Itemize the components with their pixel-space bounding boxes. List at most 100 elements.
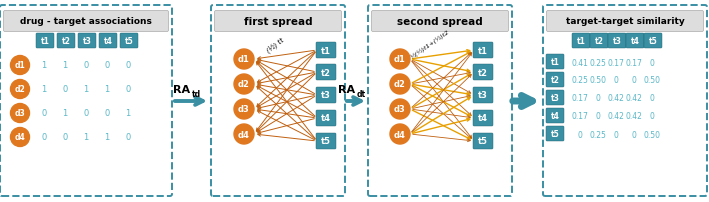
Text: d1: d1	[394, 55, 406, 64]
Text: 0.42: 0.42	[625, 94, 642, 103]
FancyBboxPatch shape	[590, 34, 608, 49]
Text: 0: 0	[596, 94, 601, 103]
Circle shape	[234, 100, 254, 119]
Text: RA: RA	[338, 85, 355, 95]
Text: (½) tt: (½) tt	[266, 37, 286, 55]
Text: 0.17: 0.17	[608, 58, 625, 67]
Text: 0: 0	[649, 58, 654, 67]
Circle shape	[234, 50, 254, 70]
Text: t4: t4	[630, 37, 640, 46]
Text: t2: t2	[478, 68, 488, 77]
FancyBboxPatch shape	[78, 34, 96, 49]
FancyBboxPatch shape	[572, 34, 590, 49]
Text: target-target similarity: target-target similarity	[566, 17, 684, 26]
Text: d2: d2	[15, 85, 26, 94]
Text: 0.17: 0.17	[625, 58, 642, 67]
Text: 0: 0	[649, 112, 654, 121]
Text: t2: t2	[595, 37, 603, 46]
FancyBboxPatch shape	[546, 90, 564, 105]
Text: 0.42: 0.42	[608, 112, 625, 121]
FancyBboxPatch shape	[4, 12, 169, 32]
Text: 0.42: 0.42	[625, 112, 642, 121]
Text: d4: d4	[394, 130, 406, 139]
Text: t5: t5	[321, 137, 331, 146]
Text: t1: t1	[321, 46, 331, 55]
Text: 0.25: 0.25	[590, 130, 606, 139]
Text: 0.50: 0.50	[644, 130, 661, 139]
Text: t1: t1	[478, 46, 488, 55]
Text: t2: t2	[62, 37, 70, 46]
FancyBboxPatch shape	[372, 12, 508, 32]
Text: 0: 0	[62, 133, 67, 142]
Text: 0.25: 0.25	[590, 58, 606, 67]
Text: t4: t4	[321, 114, 331, 123]
Text: d1: d1	[238, 55, 250, 64]
Text: 0.42: 0.42	[608, 94, 625, 103]
FancyBboxPatch shape	[644, 34, 662, 49]
FancyBboxPatch shape	[316, 43, 336, 59]
Text: d2: d2	[394, 80, 406, 89]
Text: t1: t1	[40, 37, 50, 46]
Text: d1: d1	[15, 61, 26, 70]
FancyBboxPatch shape	[36, 34, 54, 49]
FancyBboxPatch shape	[546, 108, 564, 123]
Text: 0: 0	[41, 133, 47, 142]
FancyBboxPatch shape	[608, 34, 626, 49]
FancyBboxPatch shape	[316, 87, 336, 103]
Circle shape	[234, 124, 254, 144]
Text: t1: t1	[576, 37, 586, 46]
Text: 0.25: 0.25	[571, 76, 588, 85]
Text: 1: 1	[41, 61, 47, 70]
Text: td: td	[192, 89, 201, 99]
Circle shape	[11, 128, 30, 147]
Circle shape	[11, 80, 30, 99]
Text: t2: t2	[551, 76, 559, 85]
FancyBboxPatch shape	[120, 34, 138, 49]
FancyBboxPatch shape	[626, 34, 644, 49]
Text: 0: 0	[613, 130, 618, 139]
FancyBboxPatch shape	[546, 126, 564, 141]
Text: second spread: second spread	[397, 17, 483, 27]
FancyBboxPatch shape	[99, 34, 117, 49]
Text: t3: t3	[478, 91, 488, 100]
Text: 0: 0	[104, 61, 110, 70]
Text: d4: d4	[15, 133, 26, 142]
Text: 0: 0	[596, 112, 601, 121]
Text: RA: RA	[173, 85, 190, 95]
Text: t5: t5	[478, 137, 488, 146]
Text: d3: d3	[15, 109, 26, 118]
Circle shape	[390, 100, 410, 119]
Text: 1: 1	[104, 85, 110, 94]
Text: d3: d3	[238, 105, 250, 114]
Text: first spread: first spread	[244, 17, 312, 27]
Text: t4: t4	[551, 112, 559, 120]
Text: ½(½)t1+(½)t2: ½(½)t1+(½)t2	[410, 29, 450, 60]
Text: 0: 0	[125, 85, 130, 94]
Circle shape	[390, 50, 410, 70]
Text: 0: 0	[104, 109, 110, 118]
Text: 0: 0	[41, 109, 47, 118]
Text: t4: t4	[478, 114, 488, 123]
Text: t3: t3	[613, 37, 621, 46]
Text: 0.17: 0.17	[571, 112, 588, 121]
Text: d3: d3	[394, 105, 406, 114]
Text: drug - target associations: drug - target associations	[20, 17, 152, 26]
FancyBboxPatch shape	[546, 55, 564, 70]
Text: t5: t5	[125, 37, 133, 46]
Circle shape	[11, 56, 30, 75]
Circle shape	[390, 75, 410, 95]
FancyBboxPatch shape	[316, 133, 336, 149]
FancyBboxPatch shape	[316, 65, 336, 81]
FancyBboxPatch shape	[473, 110, 493, 126]
Text: dt: dt	[357, 89, 366, 99]
FancyBboxPatch shape	[546, 73, 564, 87]
Text: t5: t5	[649, 37, 657, 46]
FancyBboxPatch shape	[316, 110, 336, 126]
FancyBboxPatch shape	[57, 34, 75, 49]
Text: t3: t3	[82, 37, 91, 46]
Text: 0: 0	[632, 130, 637, 139]
Text: t3: t3	[551, 94, 559, 102]
Text: 0: 0	[613, 76, 618, 85]
Circle shape	[11, 104, 30, 123]
Circle shape	[390, 124, 410, 144]
